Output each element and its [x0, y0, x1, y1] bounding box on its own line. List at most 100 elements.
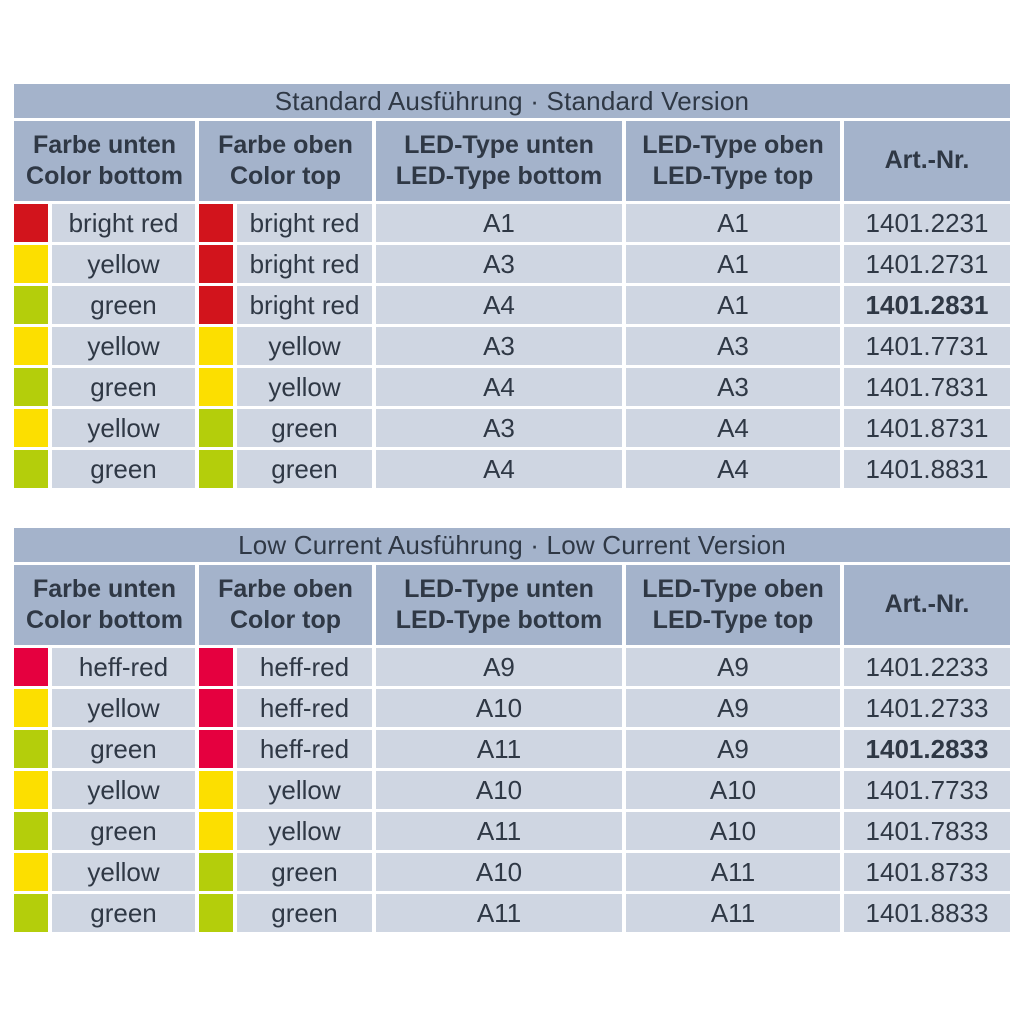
header-label-en: Color bottom [26, 162, 183, 190]
color-swatch [199, 245, 233, 283]
color-top-cell: heff-red [199, 648, 372, 686]
color-bottom-cell: yellow [14, 689, 195, 727]
color-bottom-cell: green [14, 812, 195, 850]
color-top-cell: green [199, 450, 372, 488]
color-swatch [199, 204, 233, 242]
header-label-de: LED-Type unten [404, 574, 594, 603]
color-swatch [14, 450, 48, 488]
color-swatch [199, 853, 233, 891]
header-color-bottom: Farbe unten Color bottom [14, 565, 195, 645]
color-top-label: green [237, 450, 372, 488]
header-color-bottom: Farbe unten Color bottom [14, 121, 195, 201]
color-top-cell: heff-red [199, 689, 372, 727]
color-top-label: heff-red [237, 730, 372, 768]
color-swatch [14, 204, 48, 242]
header-label: Art.-Nr. [884, 146, 970, 175]
color-top-label: yellow [237, 327, 372, 365]
led-type-bottom-cell: A11 [376, 894, 622, 932]
color-top-cell: heff-red [199, 730, 372, 768]
color-top-label: heff-red [237, 648, 372, 686]
color-top-label: bright red [237, 286, 372, 324]
color-top-cell: yellow [199, 812, 372, 850]
color-swatch [199, 327, 233, 365]
header-label-de: Farbe oben [218, 130, 353, 159]
led-type-bottom-cell: A9 [376, 648, 622, 686]
header-label-en: Color top [229, 606, 342, 634]
table-title: Standard Ausführung · Standard Version [14, 84, 1010, 118]
led-type-bottom-cell: A3 [376, 409, 622, 447]
color-swatch [14, 327, 48, 365]
led-type-top-cell: A11 [626, 853, 840, 891]
color-top-label: yellow [237, 771, 372, 809]
color-bottom-label: yellow [52, 327, 195, 365]
color-top-label: heff-red [237, 689, 372, 727]
art-nr-cell: 1401.2233 [844, 648, 1010, 686]
color-top-cell: green [199, 894, 372, 932]
color-swatch [199, 771, 233, 809]
color-swatch [14, 853, 48, 891]
art-nr-cell: 1401.2733 [844, 689, 1010, 727]
color-swatch [199, 730, 233, 768]
color-bottom-label: green [52, 812, 195, 850]
header-label-de: Farbe unten [32, 130, 177, 159]
color-bottom-cell: yellow [14, 327, 195, 365]
color-bottom-cell: green [14, 730, 195, 768]
color-bottom-label: green [52, 286, 195, 324]
color-top-label: yellow [237, 812, 372, 850]
header-label: Art.-Nr. [884, 590, 970, 619]
color-bottom-cell: green [14, 894, 195, 932]
header-label-en: LED-Type top [652, 162, 814, 190]
led-type-bottom-cell: A4 [376, 286, 622, 324]
art-nr-cell: 1401.7731 [844, 327, 1010, 365]
header-label-de: LED-Type oben [642, 130, 824, 159]
color-swatch [199, 450, 233, 488]
art-nr-cell: 1401.2231 [844, 204, 1010, 242]
header-led-type-bottom: LED-Type unten LED-Type bottom [376, 565, 622, 645]
header-art-nr: Art.-Nr. [844, 565, 1010, 645]
led-type-bottom-cell: A11 [376, 812, 622, 850]
header-led-type-bottom: LED-Type unten LED-Type bottom [376, 121, 622, 201]
art-nr-cell: 1401.7831 [844, 368, 1010, 406]
header-label-en: Color bottom [26, 606, 183, 634]
color-bottom-cell: green [14, 368, 195, 406]
color-bottom-cell: yellow [14, 853, 195, 891]
color-swatch [14, 286, 48, 324]
color-top-cell: yellow [199, 368, 372, 406]
color-bottom-cell: yellow [14, 771, 195, 809]
header-label-de: LED-Type oben [642, 574, 824, 603]
color-swatch [199, 286, 233, 324]
led-type-bottom-cell: A10 [376, 853, 622, 891]
color-bottom-label: bright red [52, 204, 195, 242]
color-bottom-label: green [52, 730, 195, 768]
color-bottom-label: yellow [52, 689, 195, 727]
led-type-top-cell: A9 [626, 689, 840, 727]
led-type-top-cell: A1 [626, 245, 840, 283]
art-nr-cell: 1401.2831 [844, 286, 1010, 324]
led-type-top-cell: A4 [626, 409, 840, 447]
color-swatch [14, 648, 48, 686]
color-bottom-label: yellow [52, 245, 195, 283]
led-type-bottom-cell: A3 [376, 327, 622, 365]
header-label-en: Color top [229, 162, 342, 190]
header-label-de: Farbe unten [32, 574, 177, 603]
color-bottom-cell: green [14, 286, 195, 324]
color-swatch [199, 812, 233, 850]
color-bottom-label: yellow [52, 409, 195, 447]
led-type-bottom-cell: A4 [376, 368, 622, 406]
color-top-cell: bright red [199, 245, 372, 283]
color-swatch [14, 409, 48, 447]
art-nr-cell: 1401.8733 [844, 853, 1010, 891]
art-nr-cell: 1401.8833 [844, 894, 1010, 932]
color-bottom-cell: yellow [14, 409, 195, 447]
color-top-cell: green [199, 409, 372, 447]
color-swatch [199, 368, 233, 406]
color-swatch [14, 689, 48, 727]
led-type-bottom-cell: A4 [376, 450, 622, 488]
led-type-top-cell: A9 [626, 730, 840, 768]
color-bottom-cell: yellow [14, 245, 195, 283]
color-top-cell: yellow [199, 771, 372, 809]
led-type-top-cell: A10 [626, 812, 840, 850]
color-top-label: bright red [237, 245, 372, 283]
color-top-cell: bright red [199, 204, 372, 242]
color-swatch [14, 894, 48, 932]
